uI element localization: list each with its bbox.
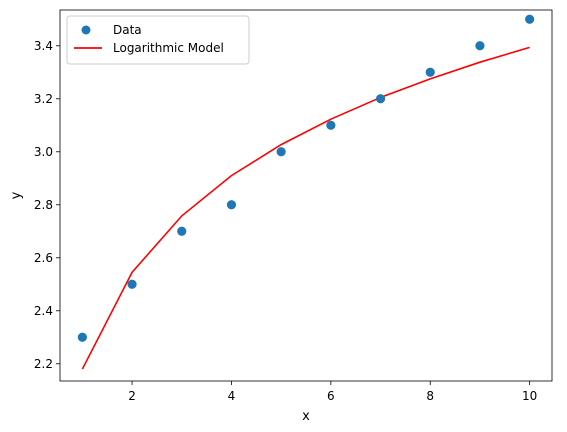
x-tick-label: 10 bbox=[522, 389, 537, 403]
x-axis-ticks: 2 4 6 8 10 bbox=[128, 381, 537, 403]
y-tick-label: 3.2 bbox=[34, 92, 53, 106]
x-axis-label: x bbox=[302, 409, 310, 424]
data-point bbox=[375, 94, 386, 104]
legend-label-data: Data bbox=[113, 23, 142, 37]
data-point bbox=[127, 279, 137, 289]
y-tick-label: 2.4 bbox=[34, 304, 53, 318]
plot-frame bbox=[59, 9, 553, 382]
x-tick-label: 2 bbox=[128, 389, 136, 403]
legend-box bbox=[66, 15, 250, 65]
legend: Data Logarithmic Model bbox=[66, 15, 250, 65]
data-point bbox=[276, 147, 286, 157]
legend-marker-data bbox=[81, 25, 91, 35]
model-line bbox=[81, 46, 530, 370]
data-point bbox=[326, 120, 336, 130]
y-tick-label: 2.6 bbox=[34, 251, 53, 265]
plot-area bbox=[60, 10, 552, 381]
points-layer bbox=[77, 14, 535, 342]
y-tick-label: 2.8 bbox=[34, 198, 53, 212]
y-tick-label: 3.4 bbox=[34, 39, 53, 53]
data-point bbox=[425, 67, 435, 77]
y-axis-ticks: 2.2 2.4 2.6 2.8 3.0 3.2 3.4 bbox=[34, 39, 60, 371]
model-layer bbox=[81, 46, 530, 370]
x-tick-label: 6 bbox=[327, 389, 335, 403]
data-point bbox=[475, 41, 485, 51]
y-tick-label: 2.2 bbox=[34, 357, 53, 371]
data-point bbox=[226, 200, 237, 210]
y-axis-label: y bbox=[9, 191, 24, 199]
x-tick-label: 4 bbox=[228, 389, 236, 403]
y-tick-label: 3.0 bbox=[34, 145, 53, 159]
data-point bbox=[77, 332, 87, 342]
data-point bbox=[525, 14, 535, 24]
legend-label-model: Logarithmic Model bbox=[113, 41, 224, 55]
x-tick-label: 8 bbox=[426, 389, 434, 403]
data-point bbox=[177, 226, 187, 236]
